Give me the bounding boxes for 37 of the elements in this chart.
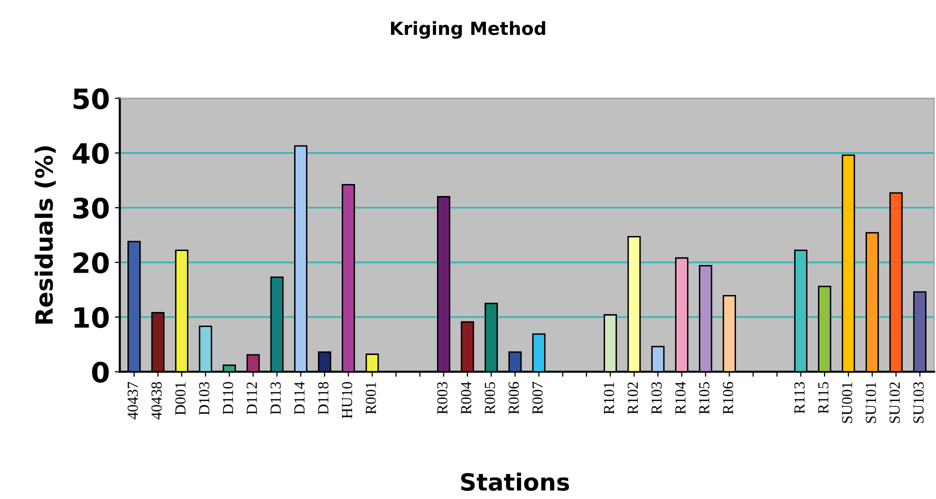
x-tick-label: R004 — [460, 382, 472, 414]
x-tick-label: R104 — [675, 382, 686, 414]
chart-title: Kriging Method — [391, 21, 546, 39]
y-tick-label: 40 — [72, 142, 109, 164]
x-tick-label: R106 — [722, 382, 734, 414]
y-tick-label: 0 — [92, 362, 109, 383]
x-tick-label: D103 — [199, 382, 210, 415]
x-axis-title: Stations — [461, 472, 570, 491]
x-tick-label: R006 — [508, 382, 519, 414]
x-tick-label: D113 — [270, 382, 281, 414]
x-tick-label: R005 — [484, 382, 496, 414]
x-tick-label: D110 — [222, 382, 234, 414]
x-tick-label: R102 — [628, 382, 638, 414]
x-tick-label: R007 — [532, 382, 543, 414]
x-tick-label: HU10 — [342, 382, 352, 418]
y-tick-label: 20 — [74, 252, 109, 274]
x-tick-label: D112 — [246, 382, 257, 414]
y-tick-label: 50 — [74, 88, 109, 110]
x-tick-label: SU001 — [842, 382, 852, 423]
x-tick-label: R001 — [366, 382, 376, 414]
y-tick-label: 10 — [74, 307, 109, 328]
x-tick-label: R105 — [699, 382, 710, 414]
x-tick-label: R103 — [651, 382, 662, 414]
x-tick-label: D114 — [294, 382, 304, 414]
x-tick-label: D118 — [318, 382, 328, 414]
x-tick-label: SU103 — [913, 382, 924, 423]
x-tick-label: R101 — [604, 382, 614, 414]
x-tick-label: 40438 — [151, 382, 162, 420]
x-tick-label: 40437 — [128, 382, 138, 420]
y-axis-title: Residuals (%) — [34, 146, 56, 324]
x-tick-label: R115 — [818, 382, 828, 414]
x-tick-label: R003 — [437, 382, 448, 414]
x-tick-label: R113 — [794, 382, 805, 414]
x-tick-label: SU102 — [890, 382, 900, 423]
x-tick-label: SU101 — [866, 382, 876, 423]
y-tick-label: 30 — [73, 198, 109, 219]
x-tick-label: D001 — [175, 382, 186, 415]
